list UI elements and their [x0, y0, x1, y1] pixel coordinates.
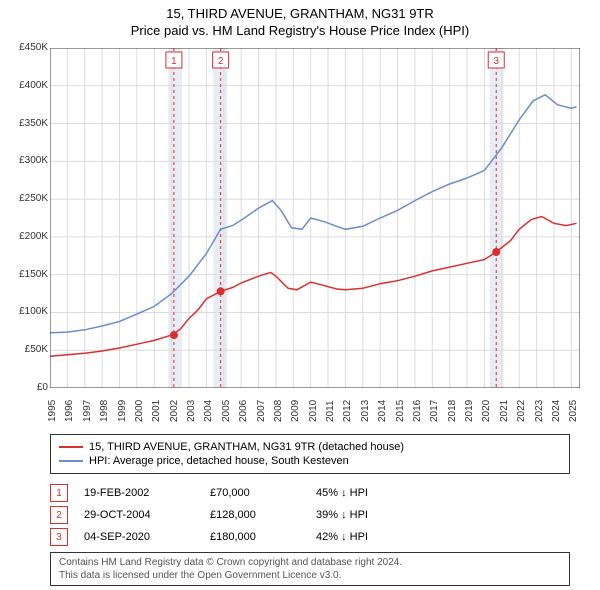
x-tick-label: 2022 — [516, 400, 527, 422]
x-tick-label: 2001 — [151, 400, 162, 422]
transaction-row: 1 19-FEB-2002 £70,000 45% ↓ HPI — [50, 484, 570, 502]
x-tick-label: 2015 — [395, 400, 406, 422]
x-tick-label: 2012 — [342, 400, 353, 422]
transaction-price: £70,000 — [210, 487, 300, 499]
x-tick-label: 1999 — [117, 400, 128, 422]
y-tick-label: £250K — [4, 193, 48, 204]
svg-text:1: 1 — [171, 56, 177, 67]
transaction-num-box: 3 — [50, 528, 68, 546]
x-tick-label: 2017 — [429, 400, 440, 422]
y-tick-label: £300K — [4, 155, 48, 166]
x-tick-label: 2005 — [221, 400, 232, 422]
x-tick-label: 2024 — [551, 400, 562, 422]
svg-text:3: 3 — [493, 56, 499, 67]
title-block: 15, THIRD AVENUE, GRANTHAM, NG31 9TR Pri… — [0, 0, 600, 38]
x-tick-label: 2016 — [412, 400, 423, 422]
x-axis-labels: 1995 1996 1997 1998 1999 2000 2001 2002 2003 2004… — [50, 390, 580, 430]
legend-swatch — [59, 460, 83, 462]
x-tick-label: 2020 — [481, 400, 492, 422]
transaction-pct: 42% ↓ HPI — [316, 531, 426, 543]
x-tick-label: 1996 — [64, 400, 75, 422]
x-tick-label: 2019 — [464, 400, 475, 422]
legend-label: 15, THIRD AVENUE, GRANTHAM, NG31 9TR (de… — [89, 441, 404, 453]
y-tick-label: £200K — [4, 231, 48, 242]
footer-line-2: This data is licensed under the Open Gov… — [59, 569, 561, 582]
footer-note: Contains HM Land Registry data © Crown c… — [50, 552, 570, 586]
x-tick-label: 2004 — [203, 400, 214, 422]
x-tick-label: 2013 — [360, 400, 371, 422]
x-tick-label: 1997 — [82, 400, 93, 422]
transaction-date: 29-OCT-2004 — [84, 509, 194, 521]
x-tick-label: 2003 — [186, 400, 197, 422]
series-legend: 15, THIRD AVENUE, GRANTHAM, NG31 9TR (de… — [50, 434, 570, 474]
transaction-row: 2 29-OCT-2004 £128,000 39% ↓ HPI — [50, 506, 570, 524]
transaction-legend: 1 19-FEB-2002 £70,000 45% ↓ HPI 2 29-OCT-2004… — [50, 480, 570, 550]
legend-swatch — [59, 446, 83, 448]
transaction-date: 19-FEB-2002 — [84, 487, 194, 499]
legend-row: 15, THIRD AVENUE, GRANTHAM, NG31 9TR (de… — [59, 441, 561, 453]
x-tick-label: 2000 — [134, 400, 145, 422]
y-tick-label: £350K — [4, 118, 48, 129]
legend-label: HPI: Average price, detached house, Sout… — [89, 455, 349, 467]
y-tick-label: £400K — [4, 80, 48, 91]
chart-svg: 1 2 3 — [50, 48, 580, 388]
x-tick-label: 2008 — [273, 400, 284, 422]
x-tick-label: 2018 — [447, 400, 458, 422]
x-tick-label: 2009 — [290, 400, 301, 422]
page-container: 15, THIRD AVENUE, GRANTHAM, NG31 9TR Pri… — [0, 0, 600, 590]
x-tick-label: 1998 — [99, 400, 110, 422]
transaction-num-box: 2 — [50, 506, 68, 524]
x-tick-label: 2011 — [325, 400, 336, 422]
y-tick-label: £0 — [4, 382, 48, 393]
transaction-num-box: 1 — [50, 484, 68, 502]
transaction-pct: 45% ↓ HPI — [316, 487, 426, 499]
x-tick-label: 2010 — [308, 400, 319, 422]
chart-area: 1 2 3 — [50, 48, 580, 388]
title-line-1: 15, THIRD AVENUE, GRANTHAM, NG31 9TR — [0, 6, 600, 21]
y-tick-label: £50K — [4, 344, 48, 355]
transaction-price: £180,000 — [210, 531, 300, 543]
title-line-2: Price paid vs. HM Land Registry's House … — [0, 23, 600, 38]
transaction-date: 04-SEP-2020 — [84, 531, 194, 543]
x-tick-label: 2002 — [169, 400, 180, 422]
legend-row: HPI: Average price, detached house, Sout… — [59, 455, 561, 467]
transaction-row: 3 04-SEP-2020 £180,000 42% ↓ HPI — [50, 528, 570, 546]
footer-line-1: Contains HM Land Registry data © Crown c… — [59, 556, 561, 569]
svg-text:2: 2 — [218, 56, 224, 67]
transaction-price: £128,000 — [210, 509, 300, 521]
y-tick-label: £100K — [4, 306, 48, 317]
x-tick-label: 1995 — [47, 400, 58, 422]
x-tick-label: 2014 — [377, 400, 388, 422]
x-tick-label: 2021 — [499, 400, 510, 422]
y-tick-label: £450K — [4, 42, 48, 53]
y-tick-label: £150K — [4, 269, 48, 280]
x-tick-label: 2025 — [568, 400, 579, 422]
x-tick-label: 2023 — [534, 400, 545, 422]
transaction-pct: 39% ↓ HPI — [316, 509, 426, 521]
x-tick-label: 2007 — [256, 400, 267, 422]
x-tick-label: 2006 — [238, 400, 249, 422]
